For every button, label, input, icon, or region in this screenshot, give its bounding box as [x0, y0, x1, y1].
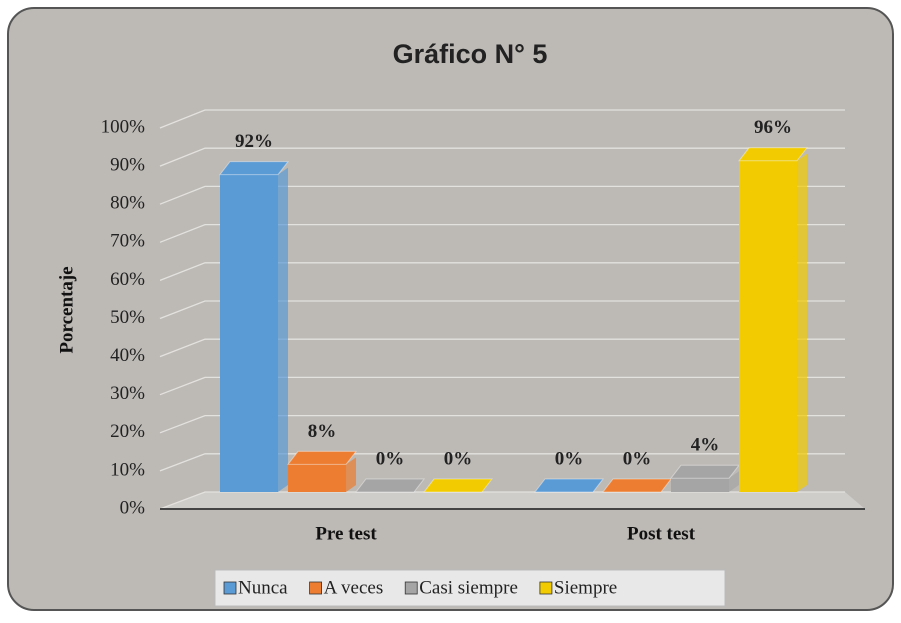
grid-line: [159, 185, 845, 205]
bar: [218, 161, 290, 492]
y-tick-label: 30%: [110, 383, 145, 404]
x-tick-label: Pre test: [315, 523, 377, 544]
legend-swatch: [223, 581, 237, 595]
floor: [160, 492, 865, 509]
legend-label: Casi siempre: [419, 577, 518, 598]
bar-top: [737, 147, 809, 162]
data-label: 8%: [308, 421, 337, 442]
data-label: 0%: [376, 448, 405, 469]
grid-line: [159, 414, 845, 434]
data-label: 0%: [444, 448, 473, 469]
y-tick-label: 100%: [101, 116, 146, 137]
grid-line: [159, 223, 845, 243]
data-label: 96%: [754, 117, 792, 138]
bar-top: [422, 478, 494, 493]
y-tick-label: 80%: [110, 193, 145, 214]
bar: [737, 147, 809, 493]
data-label: 0%: [623, 448, 652, 469]
bar-top: [533, 478, 605, 493]
data-label: 92%: [235, 131, 273, 152]
y-tick-label: 10%: [110, 459, 145, 480]
bar: [286, 450, 358, 492]
y-tick-label: 70%: [110, 231, 145, 252]
grid-line: [159, 338, 845, 358]
data-label: 0%: [555, 448, 584, 469]
y-tick-label: 20%: [110, 421, 145, 442]
grid-line: [159, 109, 845, 129]
y-tick-label: 50%: [110, 307, 145, 328]
bar-top: [601, 478, 673, 493]
bar: [601, 478, 673, 493]
legend: [214, 569, 726, 607]
data-label: 4%: [691, 435, 720, 456]
y-tick-label: 90%: [110, 154, 145, 175]
chart-title: Gráfico N° 5: [393, 39, 548, 69]
bar-front: [739, 160, 797, 493]
x-tick-label: Post test: [627, 523, 696, 544]
bar-top: [669, 464, 741, 479]
grid-line: [159, 453, 845, 472]
y-tick-label: 60%: [110, 269, 145, 290]
bar-side: [729, 471, 739, 492]
legend-label: Siempre: [554, 577, 617, 598]
bar: [533, 478, 605, 493]
bar-top: [286, 450, 358, 465]
y-axis-label: Porcentaje: [56, 266, 77, 353]
bar-front: [288, 464, 346, 492]
y-tick-label: 40%: [110, 345, 145, 366]
legend-label: A veces: [324, 577, 384, 598]
bar-side: [346, 457, 356, 492]
y-tick-label: 0%: [120, 497, 146, 518]
grid-line: [159, 262, 845, 282]
bar-top: [354, 478, 426, 493]
bar-front: [671, 478, 729, 492]
bar-side: [797, 153, 807, 493]
bar-side: [278, 167, 288, 492]
grid-line: [159, 147, 845, 167]
grid-line: [159, 300, 845, 320]
legend-label: Nunca: [238, 577, 288, 598]
legend-swatch: [539, 581, 553, 595]
bar: [669, 464, 741, 492]
bar: [354, 478, 426, 493]
legend-swatch: [404, 581, 418, 595]
legend-swatch: [309, 581, 322, 595]
bar-top: [218, 161, 290, 176]
bar-front: [220, 174, 278, 492]
bar: [422, 478, 494, 493]
grid-line: [159, 376, 845, 396]
